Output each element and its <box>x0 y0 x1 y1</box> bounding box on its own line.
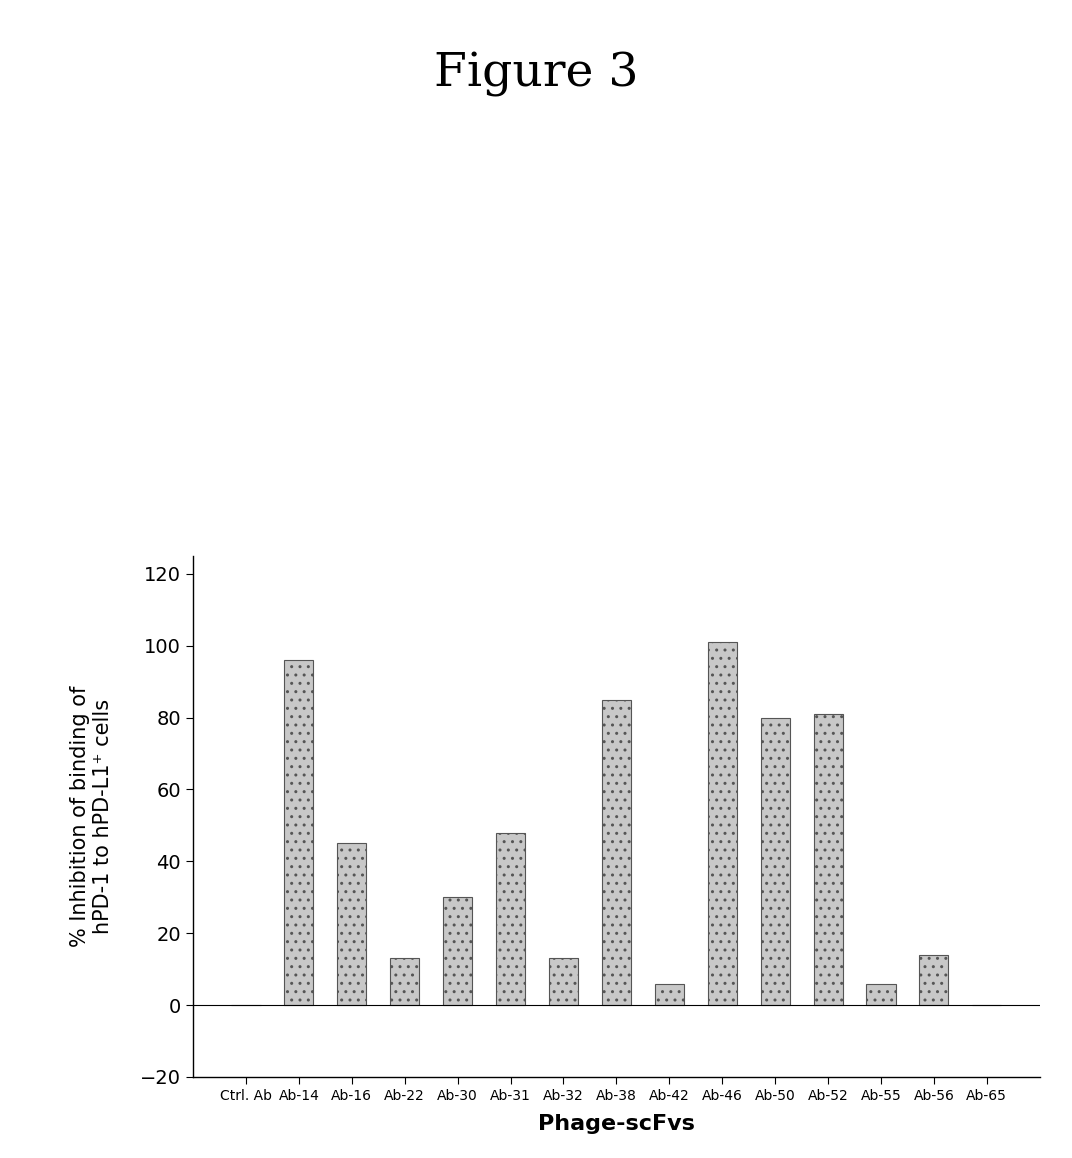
Bar <box>814 714 843 1005</box>
Bar <box>549 959 578 1005</box>
Bar <box>920 954 949 1005</box>
X-axis label: Phage-scFvs: Phage-scFvs <box>538 1114 695 1134</box>
Bar <box>284 660 313 1005</box>
Bar <box>601 699 631 1005</box>
Bar <box>390 959 419 1005</box>
Text: % Inhibition of binding of
hPD-1 to hPD-L1⁺ cells: % Inhibition of binding of hPD-1 to hPD-… <box>70 686 113 947</box>
Bar <box>338 843 367 1005</box>
Bar <box>761 718 790 1005</box>
Bar <box>496 833 525 1005</box>
Bar <box>708 642 736 1005</box>
Bar <box>655 983 684 1005</box>
Bar <box>866 983 895 1005</box>
Bar <box>443 897 472 1005</box>
Text: Figure 3: Figure 3 <box>434 52 638 97</box>
